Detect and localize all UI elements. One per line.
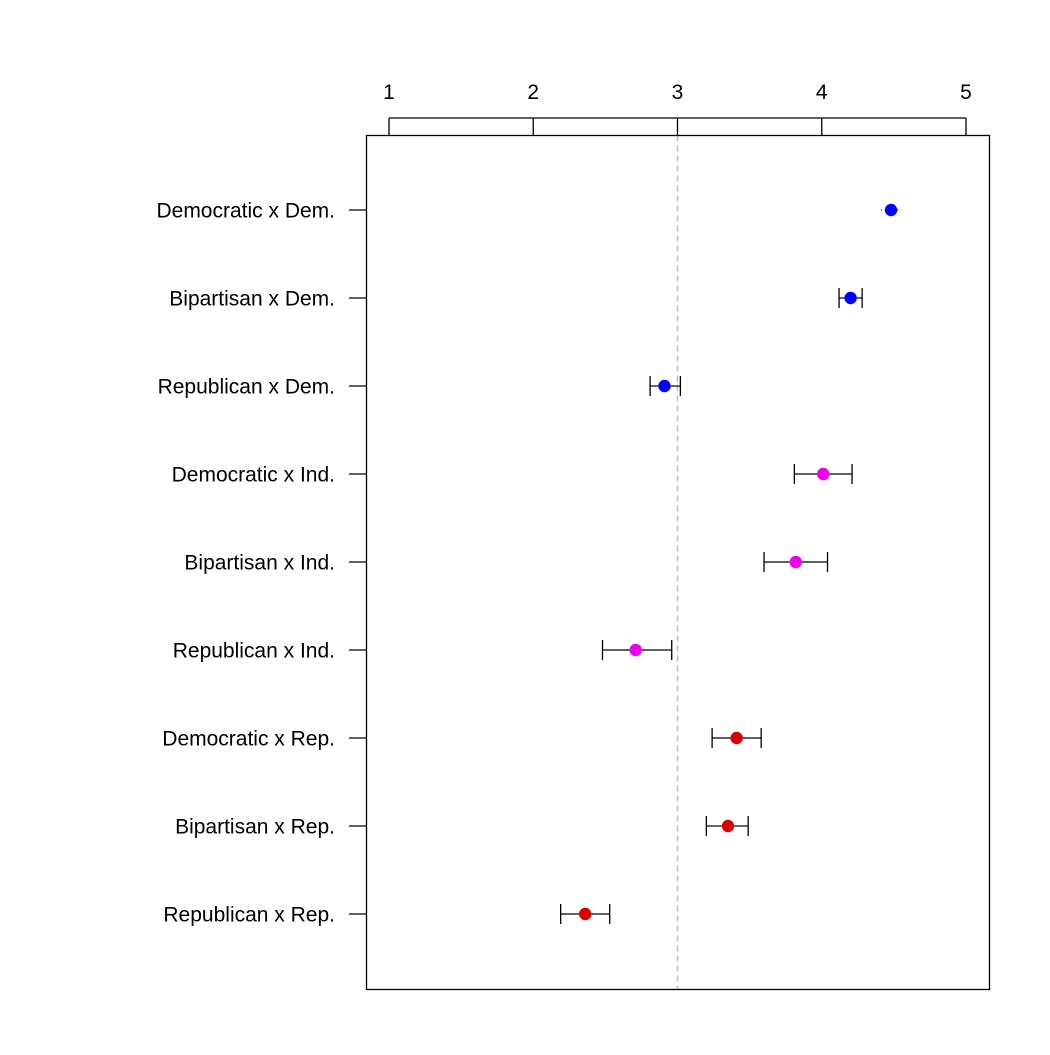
- category-label: Democratic x Dem.: [156, 200, 335, 223]
- category-label: Bipartisan x Ind.: [184, 552, 335, 575]
- x-tick-label: 4: [816, 81, 828, 104]
- data-marks: [560, 203, 902, 924]
- category-label: Republican x Ind.: [173, 640, 335, 663]
- category-label: Democratic x Rep.: [162, 728, 335, 751]
- data-point: [789, 555, 802, 569]
- data-point: [658, 379, 671, 393]
- x-tick-label: 1: [383, 81, 395, 104]
- data-point: [730, 731, 743, 745]
- data-point: [816, 467, 830, 481]
- data-point: [629, 643, 642, 657]
- x-tick-label: 2: [527, 81, 539, 104]
- y-axis-left: Democratic x Dem. Bipartisan x Dem. Republ…: [156, 200, 367, 927]
- data-point: [578, 907, 592, 921]
- x-axis-top: 1 2 3 4 5: [383, 81, 972, 136]
- data-point: [844, 291, 857, 305]
- data-point: [721, 819, 735, 833]
- x-tick-label: 5: [960, 81, 972, 104]
- category-label: Republican x Rep.: [163, 904, 335, 927]
- category-label: Republican x Dem.: [158, 376, 335, 399]
- data-point: [884, 203, 898, 217]
- category-label: Bipartisan x Rep.: [175, 816, 335, 839]
- x-tick-label: 3: [672, 81, 684, 104]
- category-label: Democratic x Ind.: [172, 464, 335, 487]
- category-label: Bipartisan x Dem.: [169, 288, 335, 311]
